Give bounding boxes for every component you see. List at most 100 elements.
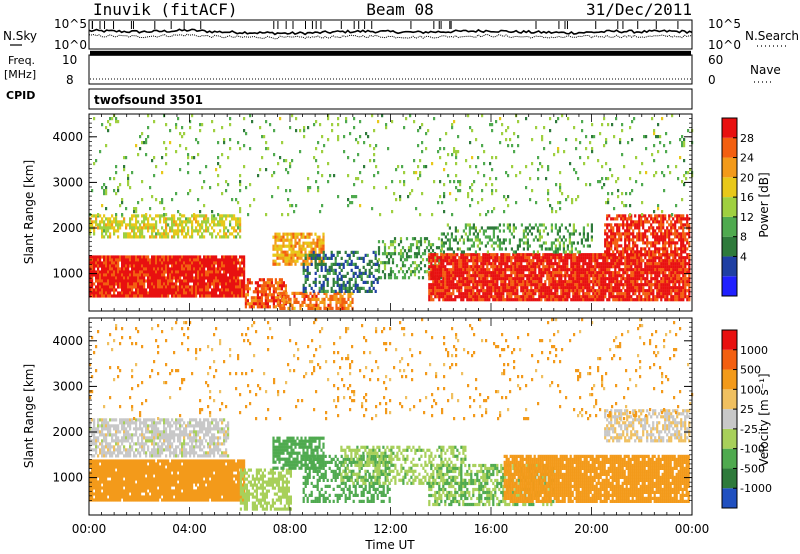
heatmap-cell [239,229,242,233]
heatmap-cell [442,262,445,266]
heatmap-cell [520,286,523,290]
heatmap-cell [628,286,631,290]
heatmap-cell [446,286,449,290]
heatmap-cell [281,297,284,301]
heatmap-cell [270,278,273,282]
heatmap-cell [592,295,595,299]
heatmap-cell [266,278,269,282]
heatmap-cell [622,253,625,257]
heatmap-cell [446,289,449,293]
heatmap-cell [215,273,218,277]
heatmap-cell [452,283,455,287]
heatmap-cell [548,256,551,260]
heatmap-cell [221,214,224,218]
heatmap-cell [105,282,108,286]
heatmap-cell [558,286,561,290]
heatmap-cell [121,264,124,268]
heatmap-cell [209,276,212,280]
heatmap-cell [179,282,182,286]
heatmap-cell [317,291,320,295]
heatmap-cell [526,241,529,245]
heatmap-cell [478,271,481,275]
heatmap-cell [448,256,451,260]
heatmap-cell [672,259,675,263]
heatmap-cell [576,268,579,272]
heatmap-cell [514,295,517,299]
heatmap-cell [320,286,323,290]
heatmap-cell [488,283,491,287]
heatmap-cell [512,229,515,233]
heatmap-cell [135,267,138,271]
heatmap-cell [149,264,152,268]
heatmap-cell [618,214,621,218]
heatmap-cell [576,277,579,281]
heatmap-cell [666,280,669,284]
heatmap-cell [89,270,92,274]
heatmap-cell [322,283,325,287]
heatmap-cell [191,255,194,259]
heatmap-cell [358,286,361,290]
heatmap-cell [492,286,495,290]
heatmap-cell [209,282,212,286]
heatmap-cell [624,232,627,236]
heatmap-cell [668,277,671,281]
heatmap-cell [95,291,98,295]
heatmap-cell [123,267,126,271]
heatmap-cell [328,256,331,260]
heatmap-cell [205,261,208,265]
heatmap-cell [127,270,130,274]
heatmap-cell [348,253,351,257]
heatmap-cell [281,303,284,307]
heatmap-cell [534,274,537,278]
heatmap-cell [688,229,691,233]
heatmap-cell [91,285,94,289]
heatmap-cell [167,261,170,265]
heatmap-cell [299,306,302,310]
heatmap-cell [560,298,563,302]
heatmap-cell [566,247,569,251]
heatmap-cell [498,286,501,290]
heatmap-cell [103,214,106,218]
heatmap-cell [530,286,533,290]
heatmap-cell [616,226,619,230]
heatmap-cell [588,265,591,269]
heatmap-cell [626,274,629,278]
heatmap-cell [123,255,126,259]
heatmap-cell [419,261,423,265]
heatmap-cell [484,292,487,296]
heatmap-cell [460,268,463,272]
heatmap-cell [233,294,236,298]
heatmap-cell [608,271,611,275]
heatmap-cell [219,217,222,221]
heatmap-cell [209,255,212,259]
heatmap-cell [135,226,138,230]
heatmap-cell [650,265,653,269]
heatmap-cell [105,258,108,262]
heatmap-cell [500,253,503,257]
heatmap-cell [546,286,549,290]
heatmap-cell [610,259,613,263]
heatmap-cell [111,279,114,283]
heatmap-cell [109,255,112,259]
heatmap-cell [636,286,639,290]
heatmap-cell [304,253,307,257]
heatmap-cell [476,283,479,287]
heatmap-cell [213,279,216,283]
heatmap-cell [444,253,447,257]
heatmap-cell [666,298,669,302]
heatmap-cell [582,262,585,266]
heatmap-cell [137,226,140,230]
heatmap-cell [614,253,617,257]
heatmap-cell [682,277,685,281]
heatmap-cell [139,276,142,280]
heatmap-cell [538,295,541,299]
heatmap-cell [510,277,513,281]
heatmap-cell [444,292,447,296]
heatmap-cell [187,232,190,236]
heatmap-cell [308,235,311,239]
heatmap-cell [360,256,363,260]
heatmap-cell [634,214,637,218]
heatmap-cell [620,298,623,302]
heatmap-cell [189,267,192,271]
heatmap-cell [514,289,517,293]
